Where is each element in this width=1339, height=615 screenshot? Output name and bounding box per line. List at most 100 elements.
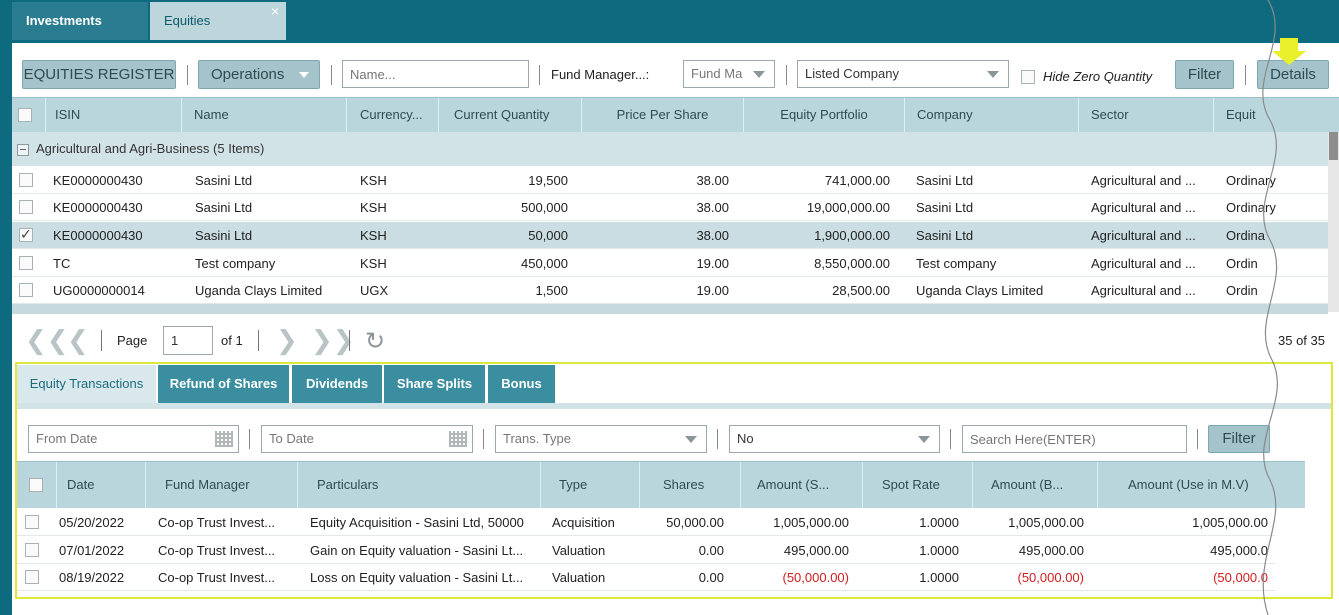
first-page-icon[interactable]: ❮❮ — [25, 325, 69, 355]
tab-share-splits[interactable]: Share Splits — [384, 365, 485, 403]
tab-equity-transactions[interactable]: Equity Transactions — [17, 365, 156, 403]
cell-currency: KSH — [360, 228, 387, 243]
cell-price: 19.00 — [696, 283, 729, 298]
col-isin[interactable]: ISIN — [45, 98, 181, 132]
col-spot-rate[interactable]: Spot Rate — [862, 462, 972, 508]
last-page-icon[interactable]: ❯❯ — [311, 325, 355, 355]
from-date-placeholder: From Date — [36, 431, 98, 446]
table-row[interactable]: 08/19/2022 Co-op Trust Invest... Loss on E… — [17, 564, 1275, 591]
col-type[interactable]: Type — [540, 462, 639, 508]
name-search-input[interactable] — [342, 60, 529, 88]
collapse-icon[interactable] — [17, 144, 29, 156]
cell-amount-mv: 495,000.0 — [1210, 543, 1268, 558]
col-amount-b[interactable]: Amount (B... — [972, 462, 1097, 508]
cell-spot: 1.0000 — [919, 570, 959, 585]
chevron-down-icon — [685, 436, 697, 443]
col-amount-mv[interactable]: Amount (Use in M.V) — [1097, 462, 1305, 508]
row-checkbox[interactable] — [25, 515, 39, 529]
pager-separator — [101, 330, 102, 351]
cell-sector: Agricultural and ... — [1091, 228, 1196, 243]
prev-page-icon[interactable]: ❮ — [67, 325, 89, 355]
hide-zero-checkbox[interactable] — [1021, 70, 1035, 84]
tab-investments-links[interactable]: Investments Links — [12, 2, 148, 66]
from-date-input[interactable]: From Date — [28, 425, 239, 453]
grid-scrollbar[interactable] — [1328, 132, 1339, 312]
cell-price: 19.00 — [696, 256, 729, 271]
to-date-input[interactable]: To Date — [261, 425, 473, 453]
cell-portfolio: 1,900,000.00 — [814, 228, 890, 243]
cell-type: Valuation — [552, 570, 606, 585]
cell-fund-manager: Co-op Trust Invest... — [158, 515, 276, 530]
close-icon[interactable]: × — [270, 3, 279, 19]
col-equity-type[interactable]: Equit — [1213, 98, 1328, 132]
col-particulars[interactable]: Particulars — [297, 462, 540, 508]
select-all-transactions-checkbox[interactable] — [29, 478, 43, 492]
col-shares[interactable]: Shares — [639, 462, 740, 508]
row-checkbox[interactable] — [25, 570, 39, 584]
col-date[interactable]: Date — [56, 462, 145, 508]
cell-quantity: 500,000 — [521, 200, 568, 215]
table-row[interactable]: ✓ KE0000000430 Sasini Ltd KSH 50,000 38.00 1,9… — [12, 222, 1328, 249]
select-all-checkbox[interactable] — [18, 108, 32, 122]
fund-manager-select[interactable]: Fund Ma — [683, 60, 775, 88]
table-row[interactable]: 05/20/2022 Co-op Trust Invest... Equity Ac… — [17, 509, 1275, 536]
table-row[interactable]: TC Test company KSH 450,000 19.00 8,550,000.0… — [12, 250, 1328, 277]
next-page-icon[interactable]: ❯ — [276, 325, 298, 355]
col-currency[interactable]: Currency... — [346, 98, 438, 132]
col-amount-s[interactable]: Amount (S... — [740, 462, 862, 508]
page-number-input[interactable] — [163, 326, 213, 355]
cell-amount-mv: (50,000.0 — [1213, 570, 1268, 585]
row-checkbox[interactable] — [19, 200, 33, 214]
col-current-quantity[interactable]: Current Quantity — [438, 98, 581, 132]
company-type-select[interactable]: Listed Company — [797, 60, 1009, 88]
tab-refund-of-shares[interactable]: Refund of Shares — [158, 365, 289, 403]
table-row[interactable]: UG0000000014 Uganda Clays Limited UGX 1,500… — [12, 277, 1328, 304]
row-checkbox[interactable] — [25, 543, 39, 557]
col-company[interactable]: Company — [904, 98, 1078, 132]
cell-sector: Agricultural and ... — [1091, 173, 1196, 188]
cell-quantity: 50,000 — [528, 228, 568, 243]
row-checkbox[interactable] — [19, 256, 33, 270]
operations-dropdown[interactable]: Operations — [198, 60, 320, 89]
cell-shares: 0.00 — [698, 570, 724, 585]
cell-amount-s: 495,000.00 — [783, 543, 849, 558]
col-sector[interactable]: Sector — [1078, 98, 1213, 132]
row-checkbox[interactable]: ✓ — [19, 226, 33, 242]
cell-shares: 0.00 — [698, 543, 724, 558]
refresh-icon[interactable]: ↻ — [365, 328, 386, 355]
group-row[interactable]: Agricultural and Agri-Business (5 Items) — [12, 132, 1328, 166]
transaction-search-input[interactable] — [962, 425, 1187, 453]
col-price-per-share[interactable]: Price Per Share — [581, 98, 743, 132]
cell-spot: 1.0000 — [919, 543, 959, 558]
cell-price: 38.00 — [696, 200, 729, 215]
table-row[interactable]: KE0000000430 Sasini Ltd KSH 19,500 38.00 741,… — [12, 167, 1328, 194]
col-fund-manager[interactable]: Fund Manager — [145, 462, 297, 508]
frame-line — [12, 40, 1339, 43]
calendar-icon[interactable] — [215, 431, 233, 447]
calendar-icon[interactable] — [449, 431, 467, 447]
transactions-filter-button[interactable]: Filter — [1208, 425, 1270, 453]
row-checkbox[interactable] — [19, 283, 33, 297]
yesno-select[interactable]: No — [729, 425, 940, 453]
tab-dividends[interactable]: Dividends — [292, 365, 382, 403]
filter-button[interactable]: Filter — [1175, 60, 1234, 89]
col-name[interactable]: Name — [181, 98, 346, 132]
tab-bonus[interactable]: Bonus — [488, 365, 555, 403]
cell-price: 38.00 — [696, 228, 729, 243]
filter-separator — [717, 429, 718, 449]
row-checkbox[interactable] — [19, 173, 33, 187]
select-all-cell — [12, 98, 45, 132]
scrollbar-thumb[interactable] — [1329, 132, 1338, 160]
trans-type-select[interactable]: Trans. Type — [495, 425, 707, 453]
cell-quantity: 19,500 — [528, 173, 568, 188]
col-equity-portfolio[interactable]: Equity Portfolio — [743, 98, 904, 132]
frame-border — [0, 40, 12, 615]
table-row[interactable]: 07/01/2022 Co-op Trust Invest... Gain on E… — [17, 537, 1275, 564]
group-label: Agricultural and Agri-Business (5 Items) — [36, 141, 265, 156]
cell-equity: Ordinary — [1226, 173, 1276, 188]
cell-currency: KSH — [360, 200, 387, 215]
tab-equities[interactable]: Equities × — [150, 2, 286, 40]
lower-panel-highlight — [15, 362, 1333, 599]
table-row[interactable]: KE0000000430 Sasini Ltd KSH 500,000 38.00 19,… — [12, 194, 1328, 221]
equities-register-button[interactable]: EQUITIES REGISTER — [22, 60, 176, 89]
